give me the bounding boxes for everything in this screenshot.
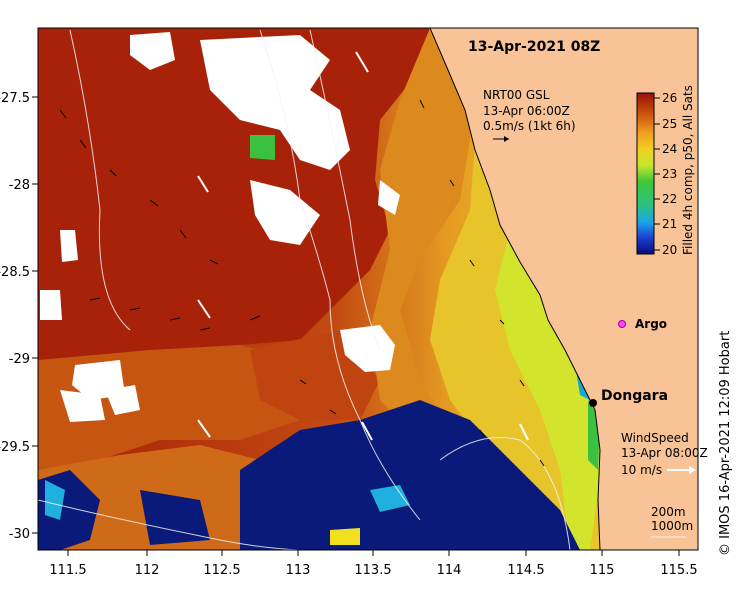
plot-area [38, 28, 698, 550]
plot-frame [37, 27, 699, 551]
x-tick-label: 115.5 [660, 563, 697, 578]
cloud-mask [40, 32, 400, 422]
x-tick-label: 112 [135, 563, 160, 578]
axis-ticks [32, 96, 680, 556]
wind-legend-line1: WindSpeed [621, 431, 689, 445]
credit-label: © IMOS 16-Apr-2021 12:09 Hobart [718, 331, 733, 556]
x-tick-label: 114 [437, 563, 462, 578]
colorbar-tick: 26 [662, 91, 677, 105]
depth-legend-200: 200m [651, 505, 686, 519]
wind-legend-line2: 13-Apr 08:00Z [621, 446, 708, 460]
x-tick-label: 113.5 [354, 563, 391, 578]
y-tick-label: -28.5 [0, 265, 30, 280]
y-tick-label: -30 [9, 527, 30, 542]
argo-label: Argo [635, 317, 667, 331]
current-legend-line1: NRT00 GSL [483, 88, 550, 102]
argo-float-icon [618, 320, 626, 328]
colorbar-tick: 24 [662, 142, 677, 156]
wind-legend: WindSpeed 13-Apr 08:00Z 10 m/s [621, 431, 708, 477]
current-legend-line3: 0.5m/s (1kt 6h) [483, 119, 576, 133]
town-dot-icon [589, 399, 597, 407]
x-tick-label: 114.5 [507, 563, 544, 578]
colorbar-tick: 22 [662, 192, 677, 206]
y-tick-label: -29 [9, 352, 30, 367]
colorbar-tick: 20 [662, 243, 677, 257]
current-arrows [59, 99, 545, 467]
x-tick-label: 111.5 [49, 563, 86, 578]
y-tick-label: -27.5 [0, 91, 30, 106]
wind-legend-line3: 10 m/s [621, 463, 662, 477]
current-legend: NRT00 GSL 13-Apr 06:00Z 0.5m/s (1kt 6h) [483, 88, 576, 142]
argo-marker: Argo [618, 317, 667, 331]
map-title: 13-Apr-2021 08Z [468, 39, 600, 55]
depth-legend: 200m 1000m [651, 505, 693, 538]
cold-water-region [240, 400, 580, 550]
colorbar-tick: 21 [662, 217, 677, 231]
y-tick-label: -29.5 [0, 440, 30, 455]
x-tick-label: 113 [286, 563, 311, 578]
colorbar-tick: 25 [662, 117, 677, 131]
dongara-label: Dongara [601, 388, 668, 404]
y-tick-label: -28 [9, 178, 30, 193]
colorbar: 26 25 24 23 22 21 20 Filled 4h comp, p50… [636, 85, 695, 257]
wind-arrows [197, 51, 529, 441]
dongara-marker: Dongara [589, 388, 668, 407]
land-mass [429, 28, 698, 550]
colorbar-tick: 23 [662, 167, 677, 181]
x-tick-label: 112.5 [203, 563, 240, 578]
bathymetry-contours [38, 29, 571, 550]
current-legend-line2: 13-Apr 06:00Z [483, 104, 570, 118]
colorbar-label: Filled 4h comp, p50, All Sats [681, 85, 695, 255]
depth-legend-1000: 1000m [651, 519, 693, 533]
x-tick-label: 115 [590, 563, 615, 578]
